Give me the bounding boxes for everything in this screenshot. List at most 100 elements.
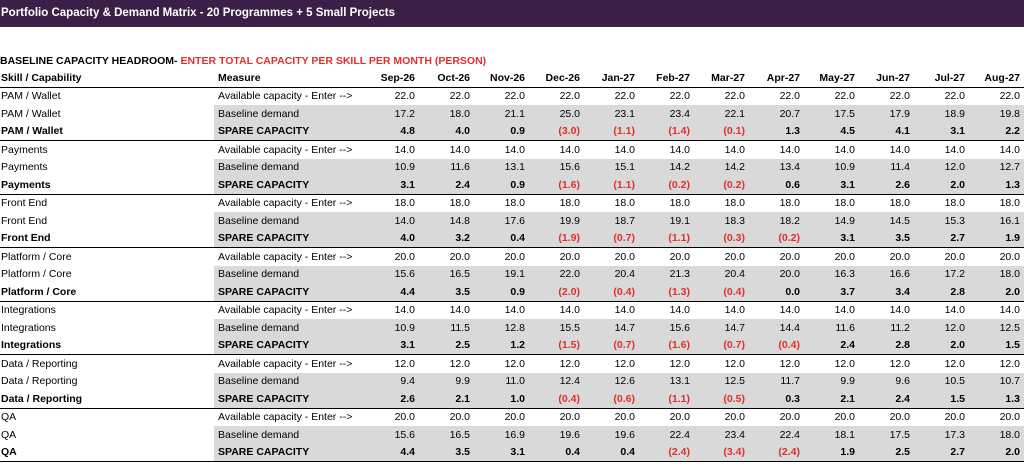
capacity-input-cell[interactable]: 18.0: [749, 194, 804, 212]
capacity-input-cell[interactable]: 14.0: [529, 140, 584, 159]
value-cell: (1.6): [529, 176, 584, 195]
capacity-input-cell[interactable]: 20.0: [364, 247, 419, 266]
capacity-input-cell[interactable]: 14.0: [419, 140, 474, 159]
capacity-input-cell[interactable]: 20.0: [749, 408, 804, 426]
capacity-input-cell[interactable]: 22.0: [969, 87, 1024, 105]
capacity-input-cell[interactable]: 12.0: [584, 354, 639, 373]
capacity-input-cell[interactable]: 20.0: [639, 408, 694, 426]
capacity-input-cell[interactable]: 22.0: [529, 87, 584, 105]
capacity-input-cell[interactable]: 12.0: [639, 354, 694, 373]
capacity-input-cell[interactable]: 12.0: [419, 354, 474, 373]
capacity-input-cell[interactable]: 20.0: [914, 247, 969, 266]
capacity-input-cell[interactable]: 20.0: [364, 408, 419, 426]
capacity-input-cell[interactable]: 20.0: [584, 408, 639, 426]
capacity-input-cell[interactable]: 12.0: [529, 354, 584, 373]
capacity-input-cell[interactable]: 18.0: [639, 194, 694, 212]
capacity-input-cell[interactable]: 22.0: [804, 87, 859, 105]
capacity-input-cell[interactable]: 22.0: [584, 87, 639, 105]
capacity-input-cell[interactable]: 14.0: [419, 301, 474, 319]
capacity-input-cell[interactable]: 20.0: [804, 247, 859, 266]
capacity-input-cell[interactable]: 18.0: [859, 194, 914, 212]
capacity-input-cell[interactable]: 14.0: [694, 140, 749, 159]
capacity-input-cell[interactable]: 20.0: [859, 247, 914, 266]
capacity-input-cell[interactable]: 22.0: [859, 87, 914, 105]
capacity-input-cell[interactable]: 12.0: [914, 354, 969, 373]
capacity-input-cell[interactable]: 12.0: [804, 354, 859, 373]
capacity-input-cell[interactable]: 18.0: [529, 194, 584, 212]
capacity-input-cell[interactable]: 22.0: [419, 87, 474, 105]
capacity-input-cell[interactable]: 14.0: [694, 301, 749, 319]
capacity-input-cell[interactable]: 22.0: [364, 87, 419, 105]
capacity-input-cell[interactable]: 12.0: [694, 354, 749, 373]
value-cell: 13.1: [639, 372, 694, 390]
header-month: Apr-27: [749, 69, 804, 88]
capacity-input-cell[interactable]: 22.0: [694, 87, 749, 105]
skill-cell: Payments: [1, 161, 48, 174]
capacity-input-cell[interactable]: 18.0: [584, 194, 639, 212]
capacity-input-cell[interactable]: 14.0: [364, 301, 419, 319]
value-cell: 14.0: [364, 212, 419, 230]
capacity-input-cell[interactable]: 20.0: [969, 408, 1024, 426]
capacity-input-cell[interactable]: 12.0: [859, 354, 914, 373]
capacity-input-cell[interactable]: 20.0: [419, 247, 474, 266]
capacity-input-cell[interactable]: 20.0: [859, 408, 914, 426]
capacity-input-cell[interactable]: 20.0: [749, 247, 804, 266]
capacity-input-cell[interactable]: 14.0: [969, 301, 1024, 319]
capacity-input-cell[interactable]: 14.0: [639, 140, 694, 159]
capacity-input-cell[interactable]: 12.0: [749, 354, 804, 373]
capacity-input-cell[interactable]: 12.0: [364, 354, 419, 373]
value-cell: 0.9: [474, 176, 529, 195]
capacity-input-cell[interactable]: 14.0: [914, 140, 969, 159]
capacity-input-cell[interactable]: 20.0: [474, 408, 529, 426]
capacity-input-cell[interactable]: 14.0: [859, 301, 914, 319]
value-cell: (1.6): [639, 336, 694, 355]
capacity-input-cell[interactable]: 14.0: [584, 301, 639, 319]
capacity-input-cell[interactable]: 22.0: [474, 87, 529, 105]
capacity-input-cell[interactable]: 12.0: [969, 354, 1024, 373]
capacity-input-cell[interactable]: 20.0: [474, 247, 529, 266]
capacity-input-cell[interactable]: 12.0: [474, 354, 529, 373]
capacity-input-cell[interactable]: 14.0: [804, 301, 859, 319]
capacity-input-cell[interactable]: 22.0: [639, 87, 694, 105]
capacity-input-cell[interactable]: 18.0: [364, 194, 419, 212]
capacity-input-cell[interactable]: 14.0: [749, 301, 804, 319]
capacity-input-cell[interactable]: 20.0: [914, 408, 969, 426]
value-cell: 18.2: [749, 212, 804, 230]
capacity-input-cell[interactable]: 20.0: [804, 408, 859, 426]
value-cell: (3.0): [529, 122, 584, 141]
capacity-input-cell[interactable]: 14.0: [364, 140, 419, 159]
capacity-input-cell[interactable]: 20.0: [969, 247, 1024, 266]
capacity-input-cell[interactable]: 22.0: [914, 87, 969, 105]
capacity-input-cell[interactable]: 18.0: [804, 194, 859, 212]
capacity-input-cell[interactable]: 20.0: [584, 247, 639, 266]
capacity-input-cell[interactable]: 20.0: [639, 247, 694, 266]
capacity-input-cell[interactable]: 14.0: [914, 301, 969, 319]
capacity-input-cell[interactable]: 20.0: [529, 408, 584, 426]
capacity-input-cell[interactable]: 22.0: [749, 87, 804, 105]
capacity-input-cell[interactable]: 14.0: [474, 140, 529, 159]
skill-cell: Platform / Core: [0, 283, 214, 302]
capacity-input-cell[interactable]: 14.0: [804, 140, 859, 159]
skill-cell: Front End: [0, 229, 214, 248]
capacity-input-cell[interactable]: 20.0: [694, 408, 749, 426]
capacity-input-cell[interactable]: 18.0: [474, 194, 529, 212]
capacity-input-cell[interactable]: 20.0: [529, 247, 584, 266]
value-cell: 18.7: [584, 212, 639, 230]
capacity-input-cell[interactable]: 14.0: [584, 140, 639, 159]
value-cell: 14.7: [694, 319, 749, 337]
capacity-input-cell[interactable]: 14.0: [474, 301, 529, 319]
capacity-input-cell[interactable]: 20.0: [419, 408, 474, 426]
capacity-input-cell[interactable]: 18.0: [969, 194, 1024, 212]
capacity-input-cell[interactable]: 14.0: [969, 140, 1024, 159]
capacity-input-cell[interactable]: 18.0: [694, 194, 749, 212]
capacity-input-cell[interactable]: 14.0: [859, 140, 914, 159]
capacity-input-cell[interactable]: 14.0: [639, 301, 694, 319]
capacity-input-cell[interactable]: 18.0: [419, 194, 474, 212]
capacity-input-cell[interactable]: 14.0: [529, 301, 584, 319]
value-cell: (0.1): [694, 122, 749, 141]
capacity-input-cell[interactable]: 18.0: [914, 194, 969, 212]
value-cell: 16.5: [419, 426, 474, 444]
capacity-input-cell[interactable]: 20.0: [694, 247, 749, 266]
capacity-input-cell[interactable]: 14.0: [749, 140, 804, 159]
value-cell: (0.7): [584, 336, 639, 355]
